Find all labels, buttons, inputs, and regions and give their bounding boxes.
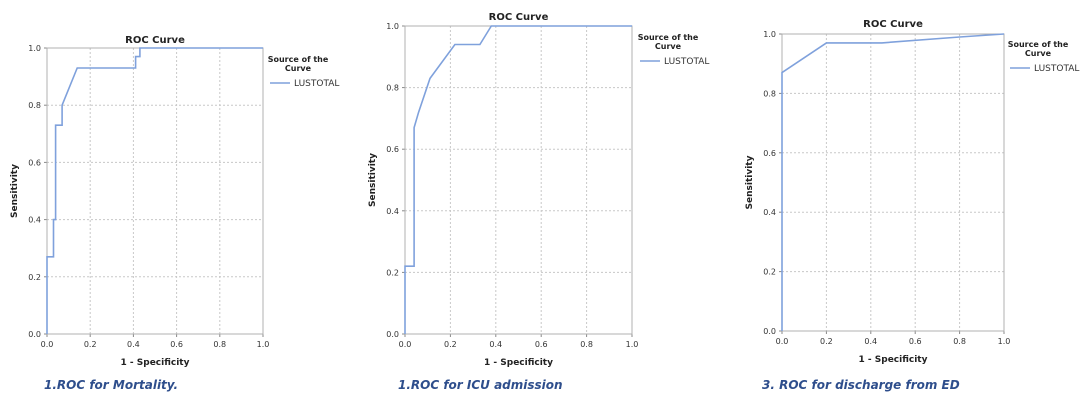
chart-title: ROC Curve [489, 12, 549, 23]
y-tick-label: 1.0 [386, 22, 399, 31]
caption-mortality: 1.ROC for Mortality. [44, 378, 179, 392]
x-tick-label: 1.0 [998, 337, 1011, 346]
x-tick-label: 0.2 [820, 337, 833, 346]
x-tick-label: 1.0 [626, 340, 639, 349]
y-tick-label: 0.8 [763, 89, 776, 98]
roc-chart-1: ROC Curve 0.0 0.2 0.4 0.6 0.8 1.0 0.0 0.2 0.4 0.6 0… [10, 35, 339, 368]
x-tick-label: 0.2 [444, 340, 457, 349]
x-tick-label: 0.6 [535, 340, 548, 349]
y-tick-label: 0.0 [763, 327, 776, 336]
x-tick-label: 0.0 [399, 340, 412, 349]
y-tick-label: 0.8 [386, 84, 399, 93]
y-tick-label: 0.6 [763, 149, 776, 158]
y-tick-label: 0.2 [386, 268, 399, 277]
legend-label: LUSTOTAL [294, 79, 339, 89]
x-tick-label: 0.2 [84, 340, 97, 349]
legend: Source of the Curve LUSTOTAL [638, 33, 710, 67]
roc-curve-line [404, 25, 632, 334]
roc-chart-3: ROC Curve 0.0 0.2 0.4 0.6 0.8 1.0 0.0 0.2 0.4 0.6 0… [745, 19, 1079, 365]
x-tick-label: 0.4 [127, 340, 140, 349]
y-tick-label: 0.0 [28, 330, 41, 339]
y-tick-label: 0.2 [28, 273, 41, 282]
y-tick-label: 0.0 [386, 330, 399, 339]
x-tick-label: 0.8 [953, 337, 966, 346]
legend-title: Source of the Curve [1008, 40, 1069, 58]
plot-frame [781, 33, 1005, 332]
y-tick-label: 1.0 [28, 44, 41, 53]
caption-icu-admission: 1.ROC for ICU admission [398, 378, 563, 392]
x-tick-label: 1.0 [257, 340, 270, 349]
x-tick-label: 0.4 [489, 340, 502, 349]
plot-frame [404, 25, 633, 335]
roc-curve-line [781, 33, 1005, 331]
y-tick-label: 0.4 [386, 207, 399, 216]
legend-title: Source of the Curve [638, 33, 699, 51]
x-tick-label: 0.6 [170, 340, 183, 349]
legend-label: LUSTOTAL [1034, 64, 1079, 74]
legend-title: Source of the Curve [268, 55, 329, 73]
x-tick-label: 0.4 [864, 337, 877, 346]
x-tick-label: 0.0 [776, 337, 789, 346]
roc-curve-line [46, 47, 263, 334]
roc-chart-2: ROC Curve 0.0 0.2 0.4 0.6 0.8 1.0 0.0 0.2 0.4 0.6 0… [368, 12, 709, 368]
plot-frame [46, 47, 264, 335]
y-tick-label: 0.6 [28, 158, 41, 167]
y-tick-label: 0.2 [763, 268, 776, 277]
y-axis-label: Sensitivity [10, 164, 20, 218]
chart-title: ROC Curve [863, 19, 923, 30]
y-tick-label: 0.4 [28, 216, 41, 225]
y-tick-label: 1.0 [763, 30, 776, 39]
y-axis-label: Sensitivity [745, 155, 755, 209]
x-tick-label: 0.0 [41, 340, 54, 349]
legend: Source of the Curve LUSTOTAL [268, 55, 340, 89]
y-tick-label: 0.6 [386, 145, 399, 154]
legend: Source of the Curve LUSTOTAL [1008, 40, 1080, 74]
y-tick-label: 0.4 [763, 208, 776, 217]
y-tick-label: 0.8 [28, 101, 41, 110]
x-tick-label: 0.6 [909, 337, 922, 346]
x-tick-label: 0.8 [213, 340, 226, 349]
x-axis-label: 1 - Specificity [859, 355, 928, 365]
chart-title: ROC Curve [125, 35, 185, 46]
legend-label: LUSTOTAL [664, 57, 709, 67]
caption-discharge-ed: 3. ROC for discharge from ED [762, 378, 960, 392]
y-axis-label: Sensitivity [368, 153, 378, 207]
x-axis-label: 1 - Specificity [484, 358, 553, 368]
x-axis-label: 1 - Specificity [121, 358, 190, 368]
x-tick-label: 0.8 [580, 340, 593, 349]
